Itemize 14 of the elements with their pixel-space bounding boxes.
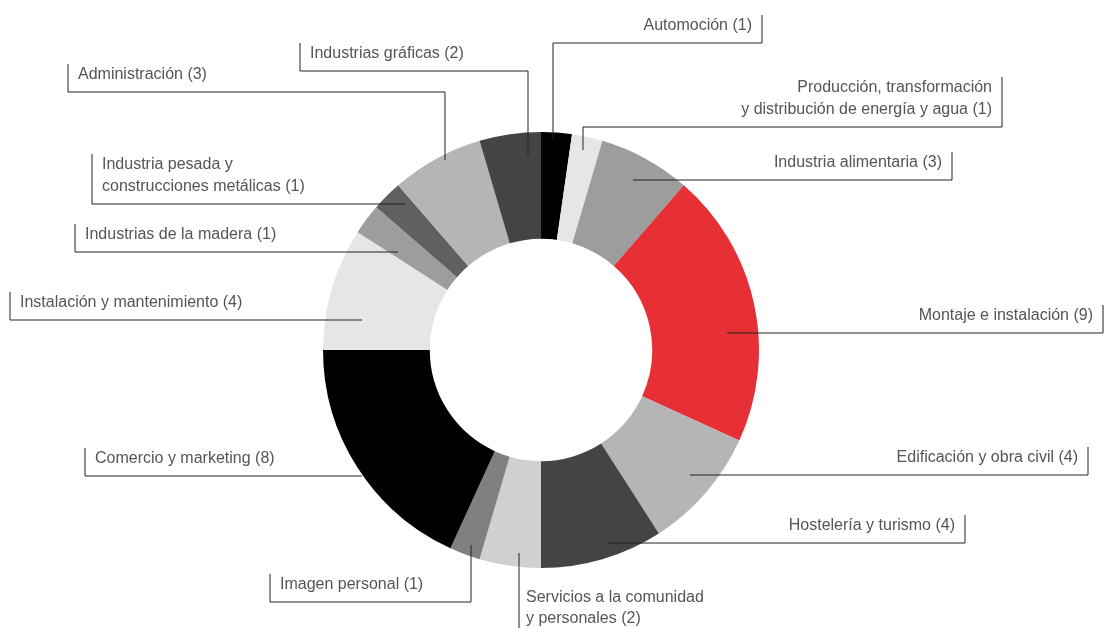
slice-label: Industrias gráficas (2) bbox=[310, 44, 464, 61]
slice-label: Montaje e instalación (9) bbox=[918, 306, 1093, 323]
slice-label: Comercio y marketing (8) bbox=[95, 449, 275, 466]
slice-label: Imagen personal (1) bbox=[280, 575, 424, 592]
slice-label: Hostelería y turismo (4) bbox=[788, 516, 955, 533]
slice-label: Instalación y mantenimiento (4) bbox=[20, 293, 243, 310]
slice-label: Administración (3) bbox=[78, 65, 207, 82]
slice-label: Servicios a la comunidad y personales (2) bbox=[526, 588, 704, 626]
slice-label: Producción, transformación y distribución de energía y agua (1) bbox=[741, 78, 992, 117]
slice-label: Edificación y obra civil (4) bbox=[896, 448, 1078, 465]
slice-label: Industria alimentaria (3) bbox=[773, 153, 942, 170]
slice-label: Industrias de la madera (1) bbox=[85, 225, 277, 242]
slice-label: Automoción (1) bbox=[643, 16, 752, 33]
slice-label: Industria pesada y construcciones metálicas (1) bbox=[102, 155, 305, 194]
